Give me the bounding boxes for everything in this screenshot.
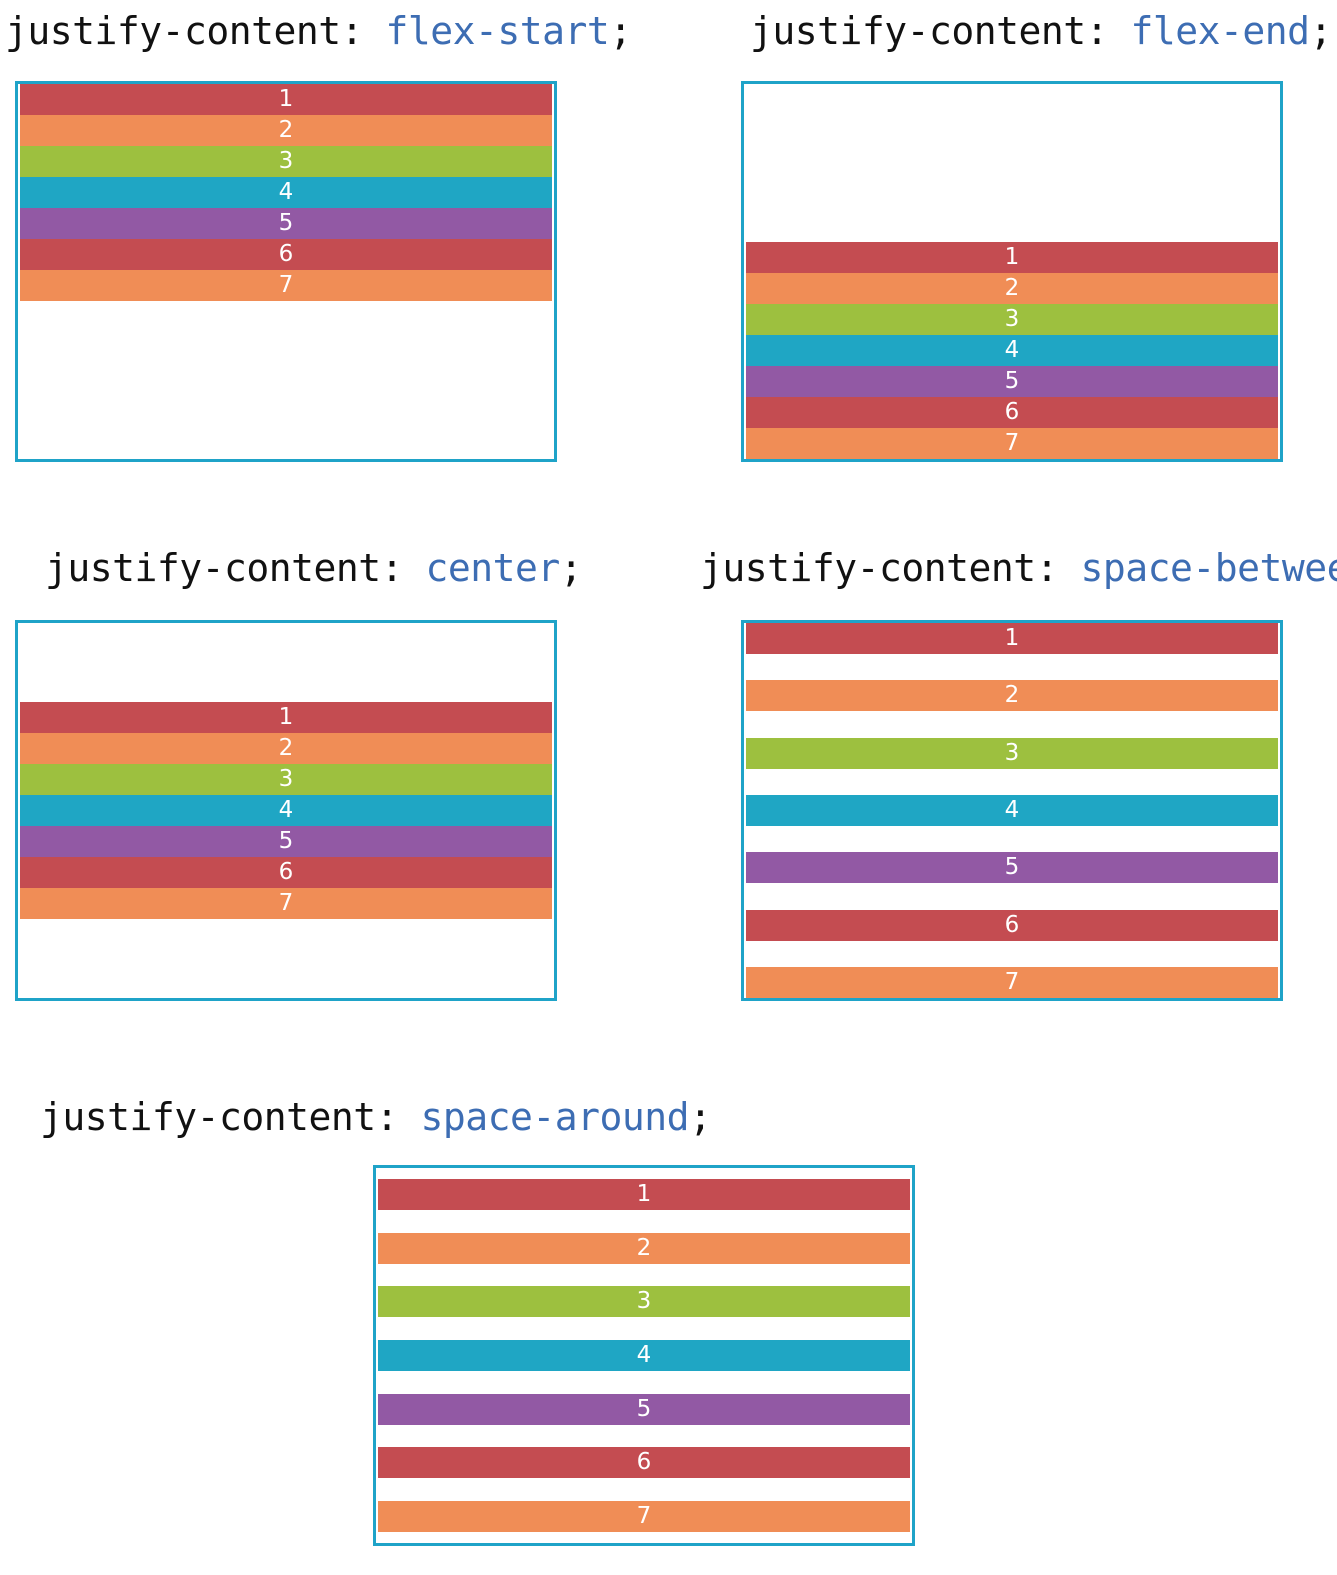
flex-item-3: 3 [746, 304, 1278, 335]
property-value: flex-end [1130, 9, 1310, 53]
flex-item-3: 3 [20, 146, 552, 177]
terminator: ; [688, 1095, 712, 1139]
flex-item-2: 2 [378, 1232, 910, 1264]
property-value: space-between [1080, 546, 1337, 590]
flex-item-1: 1 [378, 1179, 910, 1211]
property-name: justify-content: [750, 9, 1109, 53]
flex-item-5: 5 [746, 852, 1278, 884]
property-value: space-around [420, 1095, 689, 1139]
flex-item-2: 2 [20, 733, 552, 764]
label-flex-start: justify-content: flex-start; [5, 6, 632, 56]
flex-item-4: 4 [20, 795, 552, 826]
label-space-around: justify-content: space-around; [40, 1092, 712, 1142]
flex-item-5: 5 [746, 366, 1278, 397]
flex-item-6: 6 [20, 239, 552, 270]
label-space-between: justify-content: space-between; [700, 543, 1337, 593]
flex-item-1: 1 [20, 702, 552, 733]
flex-item-3: 3 [378, 1286, 910, 1318]
property-name: justify-content: [45, 546, 404, 590]
flex-item-1: 1 [746, 242, 1278, 273]
terminator: ; [609, 9, 632, 53]
flex-item-2: 2 [746, 680, 1278, 712]
flex-item-5: 5 [378, 1393, 910, 1425]
property-name: justify-content: [40, 1095, 399, 1139]
flex-container-space-around: 1 2 3 4 5 6 7 [373, 1165, 915, 1546]
flex-item-7: 7 [746, 966, 1278, 998]
flex-item-5: 5 [20, 826, 552, 857]
flex-item-7: 7 [746, 428, 1278, 459]
flex-item-6: 6 [378, 1447, 910, 1479]
terminator: ; [1309, 9, 1332, 53]
label-flex-end: justify-content: flex-end; [750, 6, 1332, 56]
flex-item-1: 1 [20, 84, 552, 115]
flex-item-6: 6 [746, 397, 1278, 428]
property-value: flex-start [385, 9, 610, 53]
flex-item-7: 7 [20, 888, 552, 919]
flex-item-7: 7 [20, 270, 552, 301]
property-name: justify-content: [5, 9, 364, 53]
flex-item-3: 3 [746, 737, 1278, 769]
flex-item-3: 3 [20, 764, 552, 795]
property-value: center [425, 546, 560, 590]
terminator: ; [559, 546, 583, 590]
flex-item-7: 7 [378, 1500, 910, 1532]
flex-item-1: 1 [746, 623, 1278, 654]
flex-item-6: 6 [20, 857, 552, 888]
flex-item-2: 2 [746, 273, 1278, 304]
label-center: justify-content: center; [45, 543, 583, 593]
flex-item-2: 2 [20, 115, 552, 146]
flex-item-5: 5 [20, 208, 552, 239]
flex-item-4: 4 [378, 1339, 910, 1371]
flex-item-4: 4 [746, 335, 1278, 366]
flex-item-4: 4 [20, 177, 552, 208]
flex-item-6: 6 [746, 909, 1278, 941]
flex-item-4: 4 [746, 794, 1278, 826]
property-name: justify-content: [700, 546, 1059, 590]
flex-container-space-between: 1 2 3 4 5 6 7 [741, 620, 1283, 1001]
